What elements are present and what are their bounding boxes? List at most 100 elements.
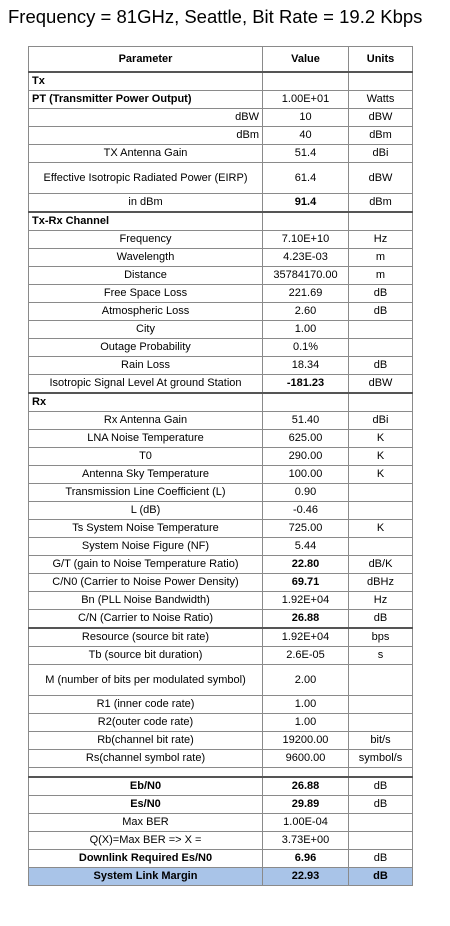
param-label: Resource (source bit rate) — [28, 627, 263, 647]
param-units: s — [348, 646, 413, 665]
param-units — [348, 537, 413, 556]
param-label: Max BER — [28, 813, 263, 832]
param-value: 19200.00 — [262, 731, 349, 750]
param-label: Isotropic Signal Level At ground Station — [28, 374, 263, 394]
param-value: 290.00 — [262, 447, 349, 466]
param-units: K — [348, 465, 413, 484]
param-label: Distance — [28, 266, 263, 285]
table-row: C/N0 (Carrier to Noise Power Density) 69.… — [28, 573, 413, 592]
table-row: LNA Noise Temperature 625.00 K — [28, 429, 413, 448]
param-label: Antenna Sky Temperature — [28, 465, 263, 484]
table-row: TX Antenna Gain 51.4 dBi — [28, 144, 413, 163]
param-units: dB — [348, 302, 413, 321]
system-link-margin-row: System Link Margin 22.93 dB — [28, 867, 413, 886]
param-units: bps — [348, 627, 413, 647]
table-row: Free Space Loss 221.69 dB — [28, 284, 413, 303]
table-row: System Noise Figure (NF) 5.44 — [28, 537, 413, 556]
page-title: Frequency = 81GHz, Seattle, Bit Rate = 1… — [8, 6, 423, 27]
param-value: 1.92E+04 — [262, 627, 349, 647]
param-value: -181.23 — [262, 374, 349, 394]
param-value: 69.71 — [262, 573, 349, 592]
param-label: M (number of bits per modulated symbol) — [28, 664, 263, 696]
table-row: Effective Isotropic Radiated Power (EIRP… — [28, 162, 413, 194]
param-units: dB — [348, 284, 413, 303]
param-value: 22.93 — [262, 867, 349, 886]
param-label: System Link Margin — [28, 867, 263, 886]
spacer-row — [28, 767, 413, 778]
table-row: Max BER 1.00E-04 — [28, 813, 413, 832]
param-value: 0.1% — [262, 338, 349, 357]
table-row: dBW 10 dBW — [28, 108, 413, 127]
table-row: Bn (PLL Noise Bandwidth) 1.92E+04 Hz — [28, 591, 413, 610]
param-units: symbol/s — [348, 749, 413, 768]
table-row: Atmospheric Loss 2.60 dB — [28, 302, 413, 321]
table-row: Eb/N0 26.88 dB — [28, 776, 413, 796]
param-units — [348, 483, 413, 502]
param-value: 221.69 — [262, 284, 349, 303]
param-label: Rs(channel symbol rate) — [28, 749, 263, 768]
table-row: Wavelength 4.23E-03 m — [28, 248, 413, 267]
param-value: 725.00 — [262, 519, 349, 538]
table-row: City 1.00 — [28, 320, 413, 339]
param-units: Hz — [348, 230, 413, 249]
param-units: bit/s — [348, 731, 413, 750]
param-value: 1.00E-04 — [262, 813, 349, 832]
table-row: Transmission Line Coefficient (L) 0.90 — [28, 483, 413, 502]
param-label: Atmospheric Loss — [28, 302, 263, 321]
param-label: Transmission Line Coefficient (L) — [28, 483, 263, 502]
param-units: K — [348, 447, 413, 466]
param-value: 26.88 — [262, 776, 349, 796]
param-label: Tb (source bit duration) — [28, 646, 263, 665]
param-value: 2.00 — [262, 664, 349, 696]
param-value: 26.88 — [262, 609, 349, 629]
param-label: Q(X)=Max BER => X = — [28, 831, 263, 850]
param-value: 0.90 — [262, 483, 349, 502]
param-value: 22.80 — [262, 555, 349, 574]
table-row: T0 290.00 K — [28, 447, 413, 466]
param-value: 29.89 — [262, 795, 349, 814]
column-header-parameter: Parameter — [28, 46, 263, 73]
table-row: Rx Antenna Gain 51.40 dBi — [28, 411, 413, 430]
column-header-units: Units — [348, 46, 413, 73]
param-label: Wavelength — [28, 248, 263, 267]
param-units: K — [348, 519, 413, 538]
param-value: 1.00 — [262, 320, 349, 339]
section-header-rx: Rx — [28, 392, 413, 412]
section-header-tx: Tx — [28, 71, 413, 91]
param-value: -0.46 — [262, 501, 349, 520]
param-units: dBHz — [348, 573, 413, 592]
param-units — [348, 831, 413, 850]
table-row: R1 (inner code rate) 1.00 — [28, 695, 413, 714]
param-label: System Noise Figure (NF) — [28, 537, 263, 556]
table-row: Ts System Noise Temperature 725.00 K — [28, 519, 413, 538]
param-units: dB/K — [348, 555, 413, 574]
param-label: G/T (gain to Noise Temperature Ratio) — [28, 555, 263, 574]
param-label: Eb/N0 — [28, 776, 263, 796]
table-row: Isotropic Signal Level At ground Station… — [28, 374, 413, 394]
param-label: C/N (Carrier to Noise Ratio) — [28, 609, 263, 629]
table-row: Frequency 7.10E+10 Hz — [28, 230, 413, 249]
param-value: 4.23E-03 — [262, 248, 349, 267]
param-units: dBm — [348, 126, 413, 145]
param-value: 40 — [262, 126, 349, 145]
param-units: dBi — [348, 411, 413, 430]
table-row: Distance 35784170.00 m — [28, 266, 413, 285]
param-label: Es/N0 — [28, 795, 263, 814]
param-units — [348, 713, 413, 732]
column-header-value: Value — [262, 46, 349, 73]
table-row: C/N (Carrier to Noise Ratio) 26.88 dB — [28, 609, 413, 629]
param-units: Hz — [348, 591, 413, 610]
param-label: Effective Isotropic Radiated Power (EIRP… — [28, 162, 263, 194]
table-row: Resource (source bit rate) 1.92E+04 bps — [28, 627, 413, 647]
table-row: Rb(channel bit rate) 19200.00 bit/s — [28, 731, 413, 750]
param-units: m — [348, 266, 413, 285]
param-label: C/N0 (Carrier to Noise Power Density) — [28, 573, 263, 592]
param-units: dB — [348, 356, 413, 375]
table-row: Es/N0 29.89 dB — [28, 795, 413, 814]
table-row: M (number of bits per modulated symbol) 2… — [28, 664, 413, 696]
section-label: Tx-Rx Channel — [28, 211, 263, 231]
param-value: 51.40 — [262, 411, 349, 430]
param-label: LNA Noise Temperature — [28, 429, 263, 448]
param-units: dB — [348, 776, 413, 796]
param-label: Rb(channel bit rate) — [28, 731, 263, 750]
